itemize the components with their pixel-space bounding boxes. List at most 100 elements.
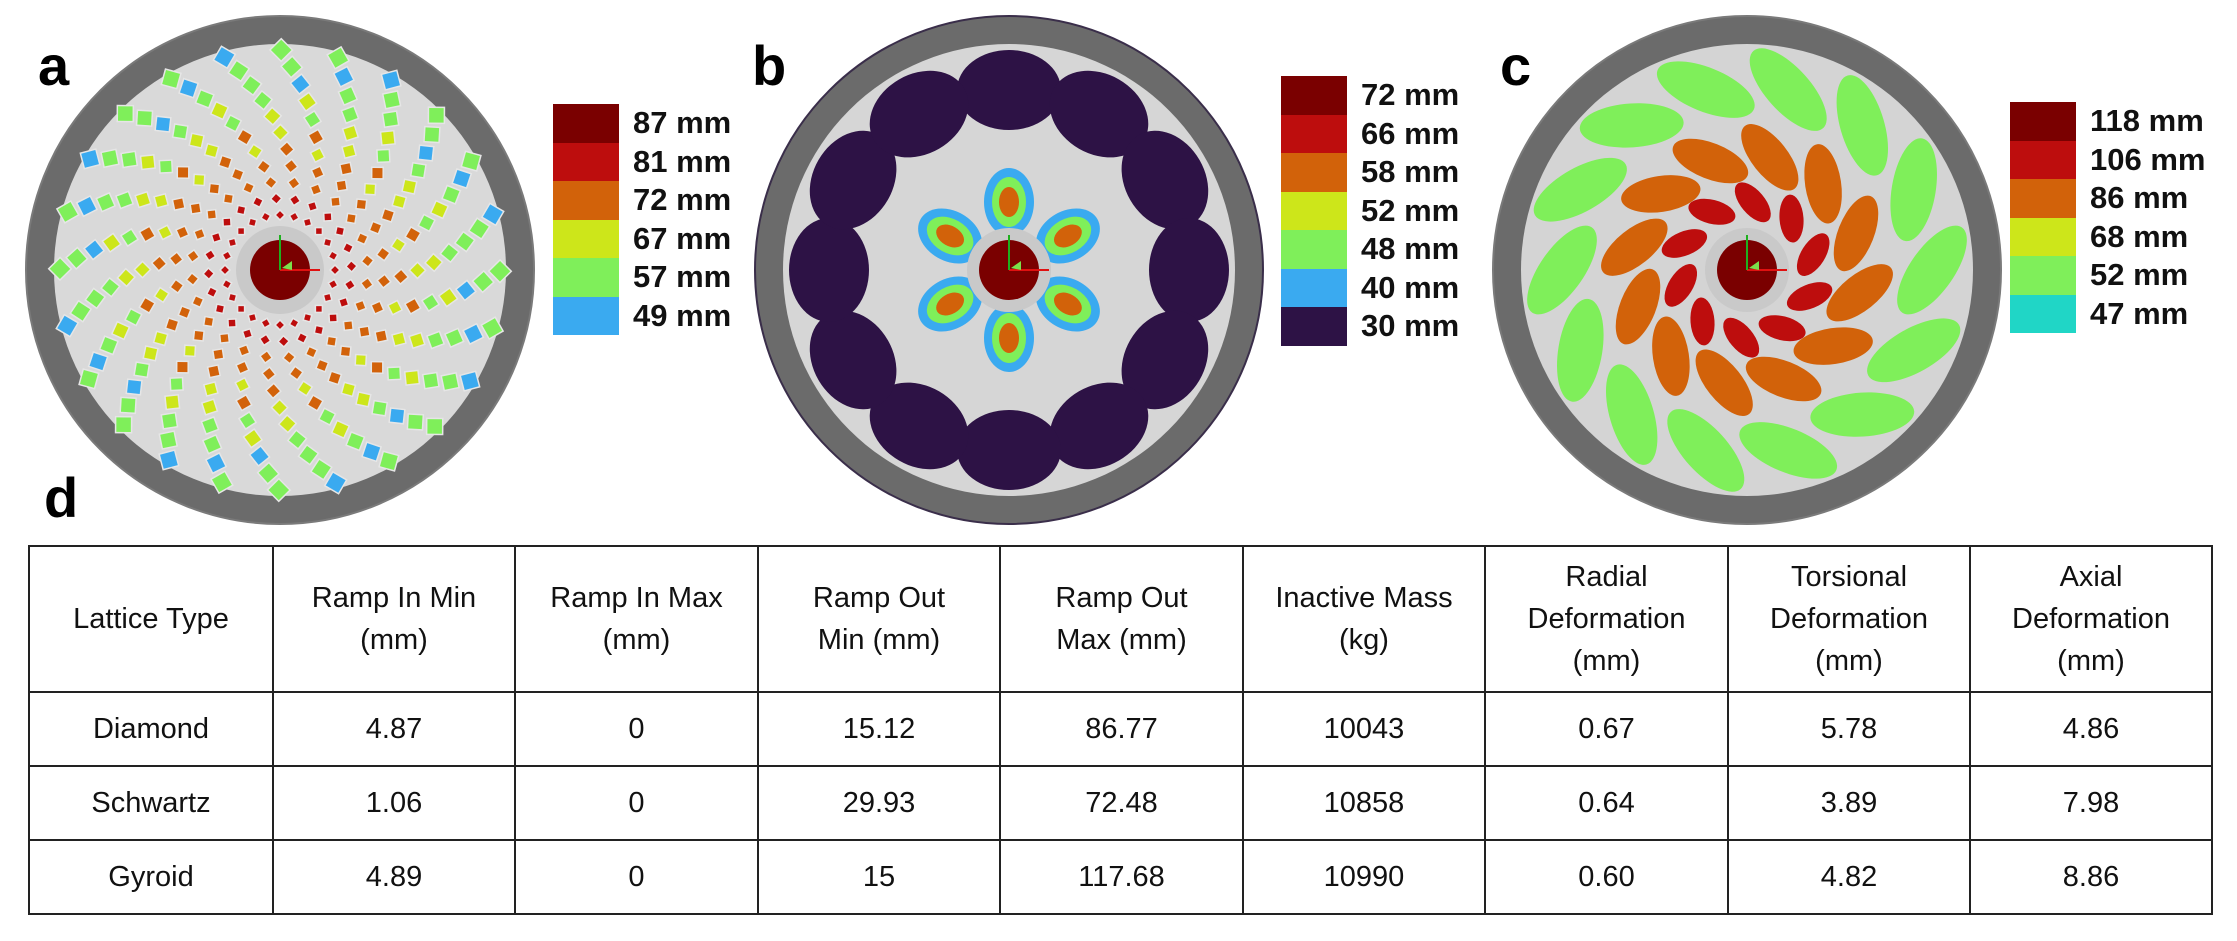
lattice-cell (79, 148, 101, 170)
lattice-cell (423, 252, 444, 273)
lattice-cell (116, 104, 135, 123)
legend-entry: 57 mm (553, 258, 753, 297)
schwartz-lattice-simulation (754, 15, 1264, 525)
lattice-hole (789, 218, 869, 322)
lattice-cell (403, 297, 422, 315)
lattice-cell (158, 430, 179, 450)
table-row: Gyroid 4.89 0 15 117.68 10990 0.60 4.82 8.86 (28, 839, 2213, 915)
table-cell: 72.48 (999, 765, 1244, 841)
legend-label: 58 mm (1361, 154, 1460, 190)
lattice-cell (235, 204, 247, 216)
lattice-cell (453, 230, 476, 253)
lattice-cell (403, 369, 421, 386)
lattice-cell (368, 220, 383, 235)
deformation-blobs (1527, 48, 1967, 492)
lattice-cell (55, 199, 80, 224)
lattice-cell (360, 253, 375, 269)
lattice-cell (271, 123, 290, 142)
legend-entry: 86 mm (2010, 179, 2225, 218)
legend-label: 72 mm (633, 182, 732, 218)
table-cell: 3.89 (1727, 765, 1971, 841)
panel-label-a: a (38, 34, 70, 97)
petal-peak (936, 292, 965, 316)
lattice-cell (354, 353, 368, 367)
lattice-cell (443, 327, 465, 349)
lattice-cell (325, 335, 338, 348)
lattice-cell (178, 77, 200, 99)
lattice-cell (313, 324, 325, 336)
legend-label: 106 mm (2090, 141, 2206, 177)
lattice-cell (202, 267, 216, 281)
mid-blob (1741, 124, 1799, 191)
lattice-cell (429, 199, 450, 220)
table-cell: 10990 (1242, 839, 1486, 915)
lattice-cell (459, 370, 481, 392)
table-header-cell: Ramp Out Max (mm) (999, 545, 1244, 693)
lattice-cell (381, 110, 400, 129)
lattice-cell (327, 278, 339, 291)
lattice-cell (101, 232, 122, 254)
table-cell: 4.89 (272, 839, 516, 915)
lattice-cell (401, 178, 418, 195)
mid-blob (1826, 264, 1893, 322)
lattice-cell (341, 143, 358, 160)
lattice-cell (297, 443, 320, 466)
lattice-cell (192, 227, 207, 241)
lattice-cell (376, 273, 392, 289)
lattice-cell (281, 350, 297, 365)
lattice-cell (374, 328, 389, 344)
lattice-cell (341, 241, 355, 255)
lattice-cell (361, 441, 383, 463)
color-legend-c: 118 mm 106 mm 86 mm 68 mm 52 mm 47 mm (2010, 102, 2225, 333)
lattice-cell (218, 263, 232, 277)
lattice-cell (363, 182, 377, 196)
lattice-cell (255, 158, 272, 175)
lattice-cell (302, 217, 313, 228)
lattice-hole (1049, 70, 1149, 158)
deformation-petals (918, 168, 1100, 372)
lattice-cell (467, 217, 491, 241)
inner-blob (1779, 194, 1804, 243)
lattice-cell (390, 331, 407, 347)
legend-entry: 118 mm (2010, 102, 2225, 141)
legend-entry: 30 mm (1281, 307, 1501, 346)
lattice-cell (480, 316, 505, 341)
lattice-cell (208, 182, 221, 195)
lattice-cell (202, 381, 219, 397)
lattice-cell (218, 332, 231, 344)
legend-entry: 47 mm (2010, 294, 2225, 333)
panel-label-b: b (752, 34, 787, 97)
table-header-cell: Ramp In Min (mm) (272, 545, 516, 693)
lattice-cell (234, 376, 251, 394)
legend-label: 68 mm (2090, 218, 2189, 254)
lattice-cell (460, 150, 482, 172)
lattice-cell (427, 106, 446, 125)
lattice-cell (211, 347, 225, 361)
lattice-cell (258, 333, 272, 347)
legend-entry: 48 mm (1281, 230, 1501, 269)
lattice-cell (370, 166, 384, 180)
lattice-cell (247, 312, 258, 323)
legend-swatch (1281, 307, 1347, 346)
lattice-cell (314, 226, 324, 236)
lattice-cell (337, 85, 359, 107)
lattice-cell (134, 190, 152, 209)
lattice-cell (343, 278, 357, 292)
outer-blob (1749, 48, 1827, 131)
lattice-cell (322, 211, 333, 222)
lattice-cell (288, 211, 301, 223)
lattice-cell (335, 179, 348, 192)
outer-blob (1739, 422, 1838, 479)
lattice-cell (171, 123, 189, 141)
lattice-cell (380, 69, 402, 91)
lattice-cell (241, 180, 256, 195)
table-cell: 1.06 (272, 765, 516, 841)
lattice-cell (235, 393, 253, 412)
lattice-cell (353, 299, 368, 313)
lattice-cell (203, 142, 220, 159)
outer-blob (1836, 75, 1889, 176)
inner-blob (1688, 198, 1736, 225)
color-legend-b: 72 mm 66 mm 58 mm 52 mm 48 mm 40 mm 30 mm (1281, 76, 1501, 346)
lattice-cell (154, 115, 172, 133)
lattice-cell (270, 398, 289, 417)
